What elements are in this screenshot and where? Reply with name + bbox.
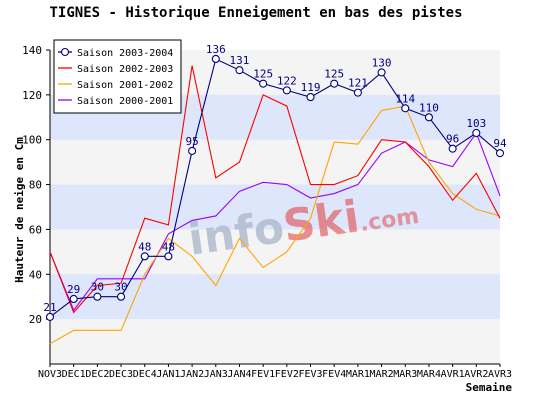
data-label: 119: [301, 81, 321, 94]
data-point: [211, 54, 220, 64]
x-tick-label: JAN2: [180, 369, 204, 380]
data-label: 136: [206, 43, 226, 56]
grid-band: [50, 184, 500, 230]
data-point: [117, 292, 126, 301]
data-label: 21: [43, 301, 56, 314]
data-label: 48: [138, 240, 151, 253]
x-tick-label: MAR4: [417, 369, 441, 380]
x-tick-label: MAR3: [393, 369, 417, 380]
x-tick-label: AVR1: [441, 369, 465, 380]
data-label: 122: [277, 74, 297, 87]
chart-title: TIGNES - Historique Enneigement en bas d…: [49, 5, 462, 21]
x-tick-label: AVR2: [464, 369, 488, 380]
data-label: 96: [446, 133, 459, 146]
data-point: [164, 252, 173, 261]
series-line: [49, 65, 501, 314]
x-tick-label: FEV1: [251, 369, 275, 380]
y-axis-label: Hauteur de neige en Cm: [13, 137, 26, 283]
data-point: [330, 79, 339, 88]
data-point: [45, 312, 55, 321]
series-line: [49, 131, 501, 312]
data-label: 95: [185, 135, 198, 148]
data-label: 29: [67, 283, 80, 296]
data-point: [306, 93, 315, 102]
data-point: [401, 104, 410, 113]
legend-box: [53, 39, 182, 114]
x-tick-label: DEC2: [85, 369, 109, 380]
data-label: 114: [395, 92, 415, 105]
x-tick-label: FEV3: [298, 369, 322, 380]
plot-background: [50, 50, 500, 364]
data-point: [353, 88, 362, 97]
x-tick-label: MAR1: [346, 369, 370, 380]
series-line: [49, 58, 501, 318]
x-tick-label: MAR2: [370, 369, 394, 380]
data-point: [377, 68, 386, 77]
y-tick-label: 140: [22, 44, 42, 57]
legend-label: Saison 2001-2002: [77, 80, 173, 91]
data-point: [69, 294, 78, 304]
data-point: [495, 149, 505, 158]
data-label: 103: [466, 117, 486, 130]
y-tick-label: 120: [22, 89, 42, 102]
series-line: [49, 105, 501, 345]
data-label: 131: [230, 54, 250, 67]
x-tick-label: NOV3: [38, 369, 62, 380]
data-point: [140, 252, 149, 261]
data-label: 125: [324, 68, 344, 81]
data-point: [448, 144, 457, 153]
data-label: 48: [162, 240, 175, 253]
legend-label: Saison 2000-2001: [77, 96, 173, 107]
x-tick-label: FEV4: [322, 369, 346, 380]
x-tick-label: AVR3: [488, 369, 512, 380]
data-label: 110: [419, 101, 439, 114]
y-tick-label: 40: [29, 268, 42, 281]
data-label: 94: [493, 137, 507, 150]
data-label: 121: [348, 77, 368, 90]
y-tick-label: 60: [29, 223, 42, 236]
data-label: 125: [253, 68, 273, 81]
x-tick-label: JAN4: [227, 369, 251, 380]
y-tick-label: 100: [22, 134, 42, 147]
x-tick-label: DEC1: [62, 369, 86, 380]
data-label: 30: [114, 281, 127, 294]
data-point: [188, 146, 197, 155]
legend-marker: [60, 47, 70, 57]
y-tick-label: 20: [29, 313, 42, 326]
data-point: [282, 86, 291, 95]
legend-label: Saison 2003-2004: [77, 48, 173, 59]
legend-label: Saison 2002-2003: [77, 64, 173, 75]
data-label: 130: [372, 56, 392, 69]
x-tick-label: DEC3: [109, 369, 133, 380]
y-tick-label: 80: [29, 179, 42, 192]
data-point: [424, 113, 433, 122]
legend: Saison 2003-2004 Saison 2002-2003 Saison 2…: [53, 39, 182, 114]
data-point: [235, 66, 244, 75]
x-tick-label: JAN1: [156, 369, 180, 380]
data-point: [259, 79, 268, 88]
x-tick-label: FEV2: [275, 369, 299, 380]
data-point: [472, 128, 481, 138]
x-axis-label: Semaine: [466, 381, 513, 394]
data-point: [93, 292, 102, 301]
data-label: 30: [91, 281, 104, 294]
x-tick-label: JAN3: [204, 369, 228, 380]
x-tick-label: DEC4: [133, 369, 157, 380]
